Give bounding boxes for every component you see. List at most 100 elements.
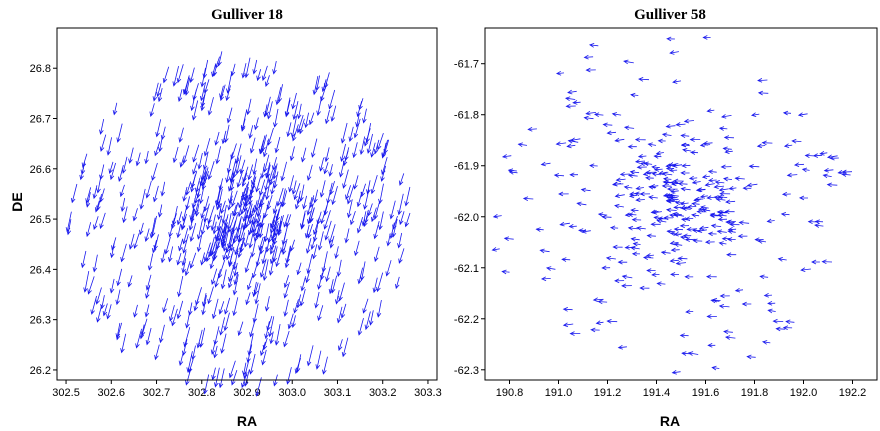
vector-point: [196, 218, 203, 240]
y-tick-label: 26.2: [30, 365, 51, 377]
vector-point: [139, 188, 146, 210]
vector-point: [378, 211, 384, 231]
vector-point: [614, 278, 625, 284]
vector-point: [196, 329, 203, 349]
vector-point: [680, 170, 690, 176]
vector-point: [219, 317, 225, 336]
vector-point: [314, 291, 320, 309]
vector-point: [247, 334, 254, 356]
vector-point: [261, 349, 267, 366]
vector-point: [185, 196, 190, 211]
chart-title: Gulliver 58: [634, 7, 706, 23]
vector-point: [277, 215, 284, 236]
x-tick-label: 191.2: [594, 387, 622, 399]
vector-point: [746, 354, 756, 360]
y-tick-label: -61.7: [454, 59, 479, 71]
vector-point: [781, 191, 791, 197]
vector-point: [264, 96, 271, 117]
vector-point: [665, 207, 677, 213]
vector-point: [691, 201, 700, 207]
vector-point: [260, 213, 265, 228]
vector-point: [636, 226, 646, 231]
vector-point: [168, 246, 174, 263]
vector-point: [649, 183, 659, 189]
vector-point: [228, 248, 235, 266]
vector-point: [214, 269, 221, 288]
vector-point: [679, 333, 689, 338]
vector-point: [365, 123, 372, 144]
vector-point: [116, 123, 123, 143]
vector-point: [374, 246, 380, 263]
vector-point: [331, 185, 338, 206]
vector-point: [272, 201, 278, 215]
vector-point: [300, 213, 306, 230]
vector-point: [583, 54, 594, 60]
vector-point: [823, 167, 834, 173]
vector-point: [763, 293, 773, 298]
vector-point: [821, 259, 833, 265]
vector-point: [311, 138, 318, 158]
vector-point: [321, 79, 327, 93]
vector-point: [540, 276, 551, 282]
vector-point: [491, 247, 500, 252]
vector-point: [207, 205, 215, 225]
vector-point: [539, 248, 550, 254]
vector-point: [189, 252, 197, 269]
vector-point: [699, 194, 708, 199]
vector-point: [669, 240, 679, 246]
vector-point: [249, 353, 256, 375]
vector-point: [258, 192, 265, 209]
vector-point: [363, 209, 369, 224]
vector-point: [128, 233, 135, 250]
vector-point: [240, 109, 248, 131]
vector-point: [734, 176, 745, 181]
vector-point: [222, 248, 228, 261]
vector-point: [782, 110, 792, 116]
vector-point: [179, 155, 185, 168]
y-tick-label: -62.0: [454, 212, 479, 224]
vector-point: [180, 213, 187, 230]
vector-point: [522, 196, 534, 201]
vector-point: [283, 299, 289, 317]
vector-point: [339, 160, 345, 178]
vector-point: [216, 215, 223, 232]
vector-point: [356, 216, 363, 234]
vector-point: [704, 239, 715, 245]
vector-point: [710, 298, 720, 304]
vector-point: [252, 59, 258, 75]
vector-point: [159, 324, 165, 344]
vector-point: [761, 140, 773, 146]
vector-point: [243, 232, 250, 248]
vector-point: [152, 82, 159, 102]
vector-point: [682, 148, 692, 153]
vector-point: [655, 150, 664, 156]
vector-point: [404, 212, 411, 228]
vector-point: [592, 297, 604, 302]
vector-point: [627, 173, 638, 178]
vector-point: [609, 225, 619, 231]
vector-point: [312, 76, 319, 96]
vector-point: [724, 209, 735, 215]
vector-point: [275, 250, 282, 268]
vector-point: [200, 219, 207, 236]
vector-point: [330, 105, 337, 122]
vector-point: [611, 112, 622, 117]
vector-point: [589, 163, 598, 169]
vector-point: [102, 303, 108, 317]
vector-point: [706, 195, 716, 200]
vector-point: [199, 327, 206, 348]
vector-point: [583, 115, 594, 121]
vector-point: [197, 152, 203, 170]
vector-point: [651, 209, 662, 215]
vector-point: [286, 367, 292, 385]
vector-point: [96, 304, 103, 323]
vector-point: [800, 267, 811, 272]
vector-point: [280, 188, 286, 207]
vector-point: [715, 197, 726, 202]
vector-point: [696, 228, 707, 233]
vector-point: [822, 173, 832, 179]
vector-point: [203, 138, 211, 157]
vector-point: [243, 369, 250, 387]
vector-point: [595, 320, 604, 325]
vector-point: [386, 233, 391, 247]
